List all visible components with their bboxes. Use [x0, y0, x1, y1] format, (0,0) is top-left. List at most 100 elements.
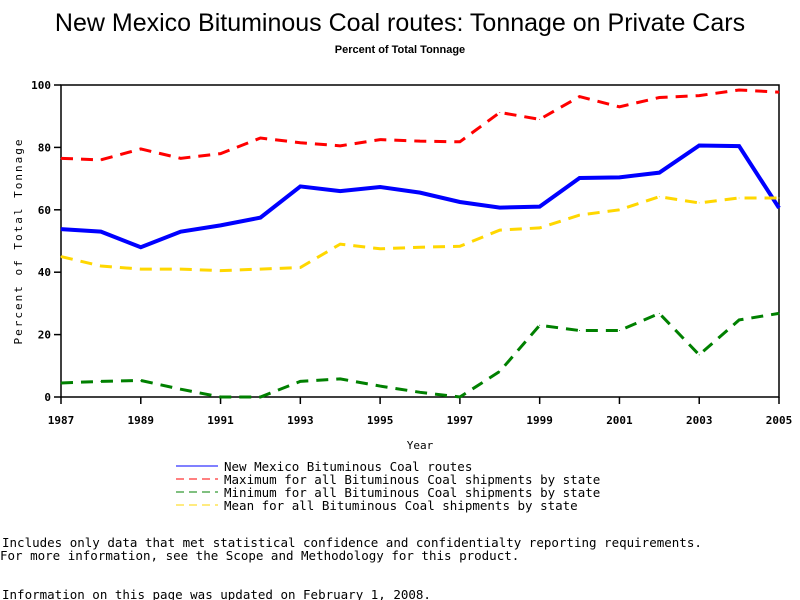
series-line-0 [60, 143, 781, 250]
data-point [618, 106, 620, 108]
legend-label: Mean for all Bituminous Coal shipments b… [224, 498, 578, 513]
data-point [419, 391, 421, 393]
note-methodology: For more information, see the Scope and … [0, 548, 519, 563]
data-point [698, 95, 700, 97]
data-point [339, 145, 341, 147]
data-point [60, 382, 62, 384]
data-point [698, 145, 700, 147]
data-point [379, 139, 381, 141]
chart-title: New Mexico Bituminous Coal routes: Tonna… [55, 9, 745, 37]
data-point [60, 256, 62, 258]
y-tick-label: 20 [38, 329, 51, 342]
data-point [259, 268, 261, 270]
data-point [579, 214, 581, 216]
data-point [339, 243, 341, 245]
note-confidence: Includes only data that met statistical … [2, 535, 702, 550]
data-point [220, 224, 222, 226]
data-point [618, 330, 620, 332]
legend-label: Minimum for all Bituminous Coal shipment… [224, 485, 600, 500]
data-point [259, 396, 261, 398]
x-axis-label: Year [407, 439, 434, 452]
data-point [738, 145, 740, 147]
plot-frame [60, 84, 780, 398]
data-point [140, 246, 142, 248]
data-point [459, 396, 461, 398]
data-point [459, 141, 461, 143]
data-point [738, 197, 740, 199]
data-point [140, 148, 142, 150]
data-point [180, 268, 182, 270]
x-tick-label: 1993 [287, 414, 314, 427]
data-point [140, 268, 142, 270]
data-point [259, 217, 261, 219]
y-tick-label: 0 [44, 391, 51, 404]
data-point [299, 185, 301, 187]
chart-subtitle: Percent of Total Tonnage [335, 44, 465, 56]
note-updated: Information on this page was updated on … [2, 587, 431, 600]
data-point [60, 157, 62, 159]
x-tick-label: 1997 [447, 414, 474, 427]
data-point [618, 176, 620, 178]
data-point [180, 388, 182, 390]
data-point [259, 137, 261, 139]
y-tick-label: 60 [38, 204, 51, 217]
data-point [658, 196, 660, 198]
data-point [180, 157, 182, 159]
data-point [339, 190, 341, 192]
data-point [539, 206, 541, 208]
x-tick-label: 1987 [48, 414, 75, 427]
data-point [499, 229, 501, 231]
data-point [180, 231, 182, 233]
data-point [778, 91, 780, 93]
data-point [539, 118, 541, 120]
x-tick-label: 2001 [606, 414, 633, 427]
data-point [539, 324, 541, 326]
legend-label: New Mexico Bituminous Coal routes [224, 459, 472, 474]
y-axis-label: Percent of Total Tonnage [12, 138, 25, 345]
data-point [579, 177, 581, 179]
data-point [658, 96, 660, 98]
data-point [220, 396, 222, 398]
data-point [379, 186, 381, 188]
data-point [419, 246, 421, 248]
data-point [658, 312, 660, 314]
data-point [499, 370, 501, 372]
x-tick-label: 1999 [526, 414, 553, 427]
data-point [499, 111, 501, 113]
data-point [140, 379, 142, 381]
x-tick-label: 2005 [766, 414, 793, 427]
data-point [220, 270, 222, 272]
data-point [698, 354, 700, 356]
data-point [658, 172, 660, 174]
legend-label: Maximum for all Bituminous Coal shipment… [224, 472, 600, 487]
data-point [100, 380, 102, 382]
data-point [778, 197, 780, 199]
y-tick-label: 80 [38, 141, 51, 154]
data-point [499, 207, 501, 209]
x-tick-label: 1995 [367, 414, 394, 427]
data-point [419, 192, 421, 194]
data-point [339, 378, 341, 380]
data-point [419, 140, 421, 142]
data-point [539, 227, 541, 229]
y-tick-label: 40 [38, 266, 51, 279]
x-tick-label: 1989 [128, 414, 155, 427]
data-point [459, 245, 461, 247]
data-point [618, 209, 620, 211]
data-point [579, 330, 581, 332]
data-point [100, 265, 102, 267]
data-point [100, 231, 102, 233]
data-point [220, 153, 222, 155]
data-point [299, 142, 301, 144]
y-tick-label: 100 [31, 79, 51, 92]
data-point [100, 159, 102, 161]
data-point [379, 248, 381, 250]
data-point [778, 207, 780, 209]
data-point [698, 202, 700, 204]
x-tick-label: 2003 [686, 414, 713, 427]
data-point [579, 96, 581, 98]
data-point [738, 319, 740, 321]
series-line-2 [60, 311, 780, 399]
data-point [299, 267, 301, 269]
